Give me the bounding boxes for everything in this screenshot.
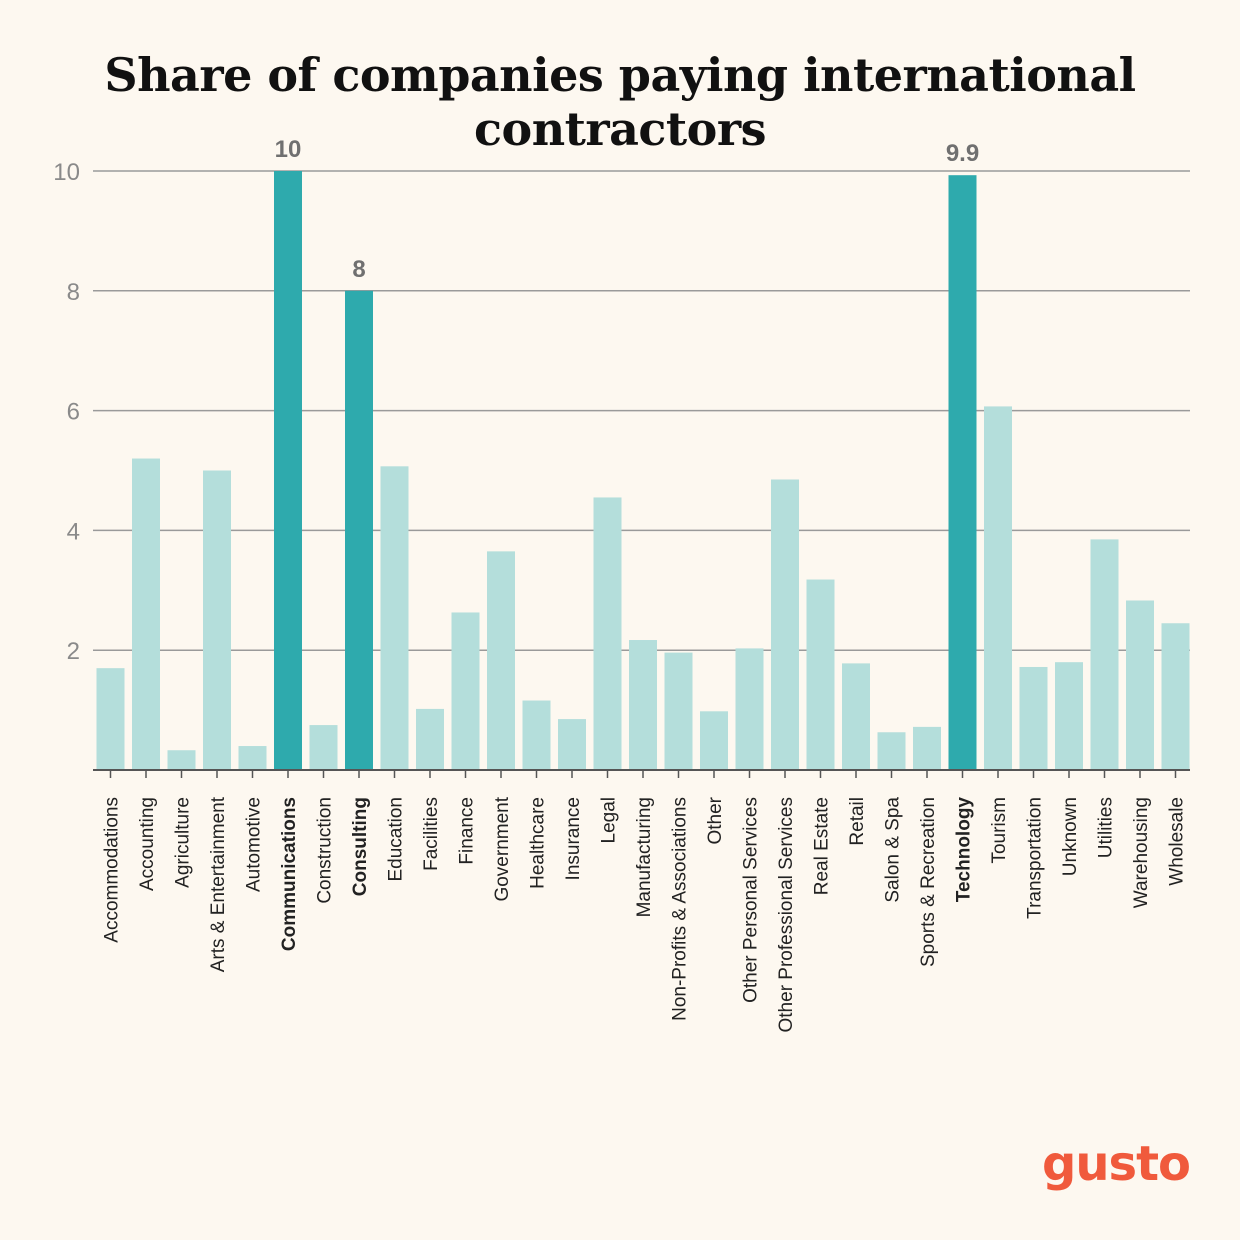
x-tick-label: Wholesale [1167, 797, 1188, 886]
x-tick-label: Technology [954, 797, 975, 903]
bar-automotive [238, 746, 267, 770]
x-tick-label: Construction [315, 797, 336, 904]
data-label: 10 [275, 136, 302, 163]
bar-unknown [1055, 662, 1083, 770]
bar-accounting [132, 458, 160, 770]
x-tick-label: Finance [457, 797, 478, 865]
x-tick-label: Manufacturing [634, 797, 655, 917]
bar-retail [842, 663, 870, 770]
data-labels: 10 8 9.9 [275, 136, 980, 283]
x-tick-label: Government [492, 796, 513, 901]
bar-other [700, 711, 728, 770]
bar-accommodations [96, 668, 125, 770]
x-tick-label: Retail [847, 797, 868, 846]
data-label: 8 [352, 256, 365, 283]
bar-construction [309, 725, 338, 770]
bar-other-professional-services [771, 479, 799, 770]
bar-arts-entertainment [203, 470, 231, 770]
x-tick-label: Facilities [421, 797, 442, 871]
y-tick-label: 8 [67, 279, 80, 306]
bar-consulting [345, 290, 373, 770]
x-tick-label: Agriculture [173, 797, 194, 888]
chart-title: Share of companies paying international … [104, 48, 1136, 156]
x-tick-label: Education [386, 797, 407, 882]
bar-legal [593, 497, 622, 770]
x-tick-label: Healthcare [528, 797, 549, 889]
x-tick-label: Automotive [244, 797, 265, 892]
x-tick-label: Utilities [1096, 797, 1117, 858]
bars [96, 171, 1190, 770]
x-tick-label: Other [705, 796, 726, 844]
y-tick-label: 6 [67, 399, 80, 426]
bar-agriculture [167, 750, 196, 770]
x-tick-label: Consulting [350, 797, 371, 896]
y-tick-label: 2 [67, 638, 80, 665]
bar-facilities [416, 708, 444, 770]
x-axis [93, 769, 1190, 778]
bar-real-estate [806, 579, 835, 770]
bar-finance [451, 612, 480, 770]
x-tick-label: Real Estate [812, 797, 833, 895]
bar-transportation [1019, 666, 1048, 770]
x-axis-labels: Accommodations Accounting Agriculture Arts … [102, 796, 1188, 1032]
y-axis-ticks: 2 4 6 8 10 [53, 159, 80, 665]
data-label: 9.9 [946, 140, 979, 167]
x-tick-label: Accommodations [102, 797, 123, 943]
x-tick-label: Other Personal Services [741, 797, 762, 1003]
bar-tourism [984, 406, 1012, 770]
x-tick-label: Salon & Spa [883, 797, 904, 903]
x-tick-label: Insurance [563, 797, 584, 880]
y-tick-label: 4 [67, 518, 80, 545]
bar-government [487, 551, 515, 770]
x-tick-label: Warehousing [1131, 797, 1152, 908]
bar-technology [948, 175, 977, 770]
bar-non-profits-associations [664, 652, 693, 770]
gusto-logo: gusto [1041, 1136, 1191, 1192]
bar-wholesale [1161, 623, 1190, 770]
bar-healthcare [522, 700, 551, 770]
x-tick-label: Communications [279, 797, 300, 951]
bar-manufacturing [629, 640, 657, 770]
y-tick-label: 10 [53, 159, 80, 186]
gridlines [93, 170, 1190, 651]
bar-other-personal-services [735, 648, 764, 770]
x-tick-label: Tourism [989, 797, 1010, 864]
bar-salon-spa [877, 732, 906, 770]
x-tick-label: Other Professional Services [776, 797, 797, 1033]
bar-utilities [1090, 539, 1119, 770]
x-tick-label: Non-Profits & Associations [670, 797, 691, 1021]
bar-sports-recreation [913, 726, 941, 770]
bar-communications [274, 171, 302, 770]
bar-insurance [558, 719, 586, 770]
x-tick-label: Accounting [137, 797, 158, 891]
bar-education [380, 466, 409, 770]
bar-warehousing [1126, 600, 1154, 770]
x-tick-label: Legal [599, 797, 620, 844]
x-tick-label: Unknown [1060, 797, 1081, 876]
x-tick-label: Sports & Recreation [918, 797, 939, 967]
x-tick-label: Arts & Entertainment [208, 796, 229, 972]
x-tick-label: Transportation [1025, 797, 1046, 919]
